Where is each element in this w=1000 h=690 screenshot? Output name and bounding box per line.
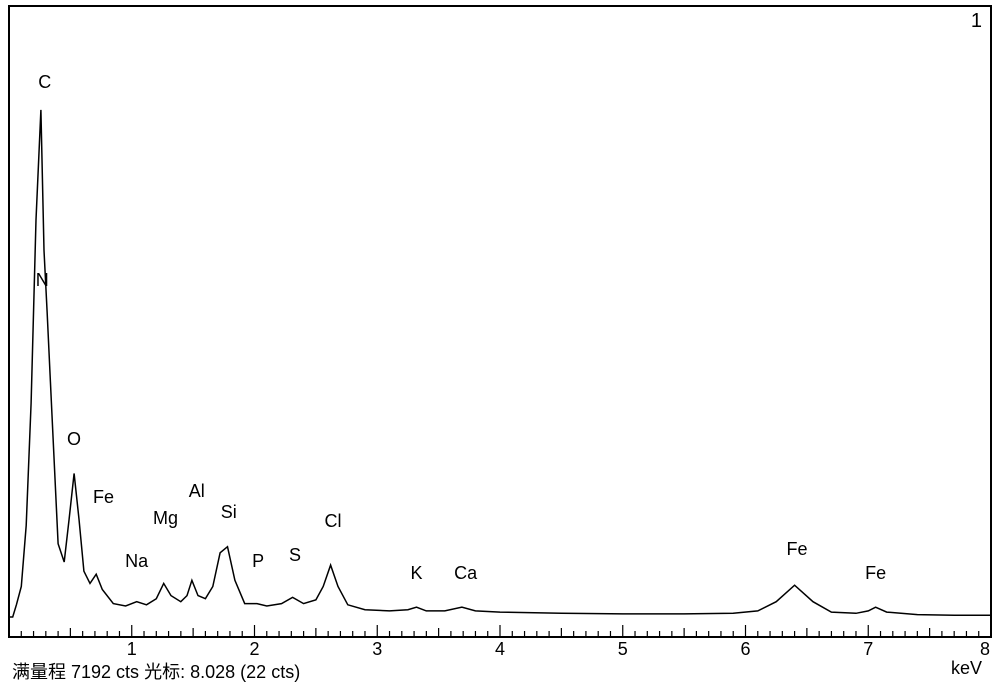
status-cursor-label: 光标: [144, 662, 185, 682]
peak-label-s: S [289, 545, 301, 566]
peak-label-c: C [38, 72, 51, 93]
spectrum-index-label: 1 [971, 10, 982, 33]
x-tick-4: 4 [495, 639, 505, 660]
peak-label-fe: Fe [787, 539, 808, 560]
peak-label-si: Si [221, 502, 237, 523]
peak-label-p: P [252, 551, 264, 572]
peak-label-fe: Fe [93, 487, 114, 508]
peak-label-mg: Mg [153, 508, 178, 529]
peak-label-ca: Ca [454, 563, 477, 584]
x-tick-5: 5 [618, 639, 628, 660]
peak-label-na: Na [125, 551, 148, 572]
peak-label-o: O [67, 429, 81, 450]
x-tick-3: 3 [372, 639, 382, 660]
x-tick-1: 1 [127, 639, 137, 660]
peak-label-al: Al [189, 481, 205, 502]
x-tick-7: 7 [863, 639, 873, 660]
peak-label-k: K [411, 563, 423, 584]
x-tick-6: 6 [740, 639, 750, 660]
x-tick-2: 2 [249, 639, 259, 660]
status-fullscale-prefix: 满量程 [12, 662, 66, 682]
status-bar: 满量程 7192 cts 光标: 8.028 (22 cts) [12, 658, 300, 684]
status-cursor-cts: (22 cts) [240, 662, 300, 682]
peak-label-fe: Fe [865, 563, 886, 584]
peak-label-n: N [36, 270, 49, 291]
status-fullscale-value: 7192 cts [71, 662, 139, 682]
spectrum-plot-svg [0, 0, 1000, 690]
status-cursor-x: 8.028 [190, 662, 235, 682]
eds-spectrum-chart: 1 C N O Fe Na Mg Al Si P S Cl K Ca Fe Fe 1 2 3 4 5 6 7 8 满量程 … [0, 0, 1000, 690]
peak-label-cl: Cl [325, 511, 342, 532]
x-tick-8: 8 [980, 639, 990, 660]
x-axis-unit-label: keV [951, 658, 982, 679]
